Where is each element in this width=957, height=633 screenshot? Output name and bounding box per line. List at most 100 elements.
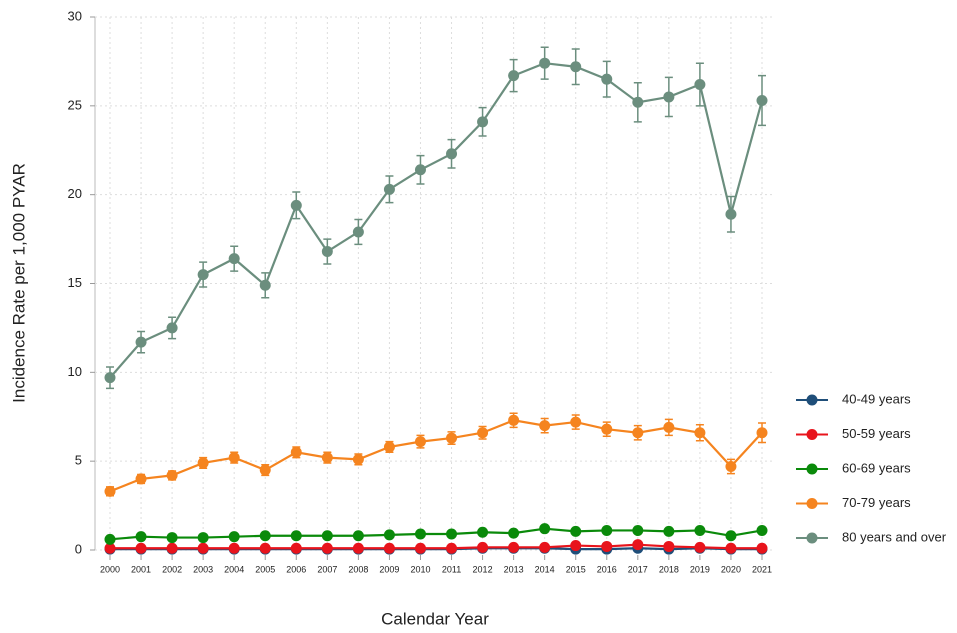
- data-point: [414, 436, 426, 448]
- data-point: [601, 423, 613, 435]
- x-tick-label: 2003: [193, 564, 213, 574]
- data-point: [321, 530, 333, 542]
- data-point: [197, 457, 209, 469]
- data-point: [383, 529, 395, 541]
- data-point: [756, 524, 768, 536]
- data-point: [694, 79, 706, 91]
- data-point: [259, 542, 271, 554]
- legend-label: 80 years and over: [842, 529, 947, 544]
- data-point: [725, 208, 737, 220]
- data-point: [259, 464, 271, 476]
- legend-label: 40-49 years: [842, 391, 911, 406]
- x-tick-label: 2021: [752, 564, 772, 574]
- x-tick-label: 2016: [597, 564, 617, 574]
- data-point: [539, 523, 551, 535]
- data-point: [508, 414, 520, 426]
- x-tick-label: 2007: [317, 564, 337, 574]
- x-tick-label: 2001: [131, 564, 151, 574]
- data-point: [694, 524, 706, 536]
- y-axis-title: Incidence Rate per 1,000 PYAR: [9, 163, 28, 403]
- data-point: [135, 336, 147, 348]
- y-tick-label: 10: [68, 364, 82, 379]
- data-point: [632, 524, 644, 536]
- x-axis-title: Calendar Year: [381, 609, 489, 628]
- data-point: [383, 542, 395, 554]
- series-line: [109, 62, 764, 379]
- data-point: [352, 226, 364, 238]
- legend-marker: [806, 498, 818, 509]
- data-point: [570, 416, 582, 428]
- data-point: [290, 530, 302, 542]
- data-point: [197, 542, 209, 554]
- x-tick-label: 2012: [473, 564, 493, 574]
- data-point: [197, 532, 209, 544]
- data-point: [197, 269, 209, 281]
- y-tick-label: 30: [68, 8, 82, 23]
- data-point: [539, 57, 551, 69]
- data-point: [756, 427, 768, 439]
- data-point: [446, 542, 458, 554]
- data-point: [104, 542, 116, 554]
- data-point: [601, 540, 613, 552]
- y-tick-label: 20: [68, 186, 82, 201]
- data-point: [663, 91, 675, 103]
- data-point: [135, 531, 147, 543]
- data-point: [135, 473, 147, 485]
- data-point: [477, 526, 489, 538]
- y-tick-label: 5: [75, 453, 82, 468]
- data-point: [321, 452, 333, 464]
- data-point: [632, 427, 644, 439]
- data-point: [477, 116, 489, 128]
- data-point: [414, 542, 426, 554]
- data-point: [725, 542, 737, 554]
- data-point: [663, 540, 675, 552]
- data-point: [539, 420, 551, 432]
- data-point: [508, 70, 520, 82]
- data-point: [290, 542, 302, 554]
- data-point: [290, 199, 302, 211]
- data-point: [104, 485, 116, 497]
- data-point: [694, 427, 706, 439]
- x-tick-label: 2017: [628, 564, 648, 574]
- x-tick-label: 2015: [566, 564, 586, 574]
- x-tick-label: 2000: [100, 564, 120, 574]
- data-point: [632, 96, 644, 108]
- data-point: [414, 164, 426, 176]
- legend-label: 60-69 years: [842, 460, 911, 475]
- x-tick-label: 2009: [379, 564, 399, 574]
- data-point: [228, 253, 240, 265]
- legend-marker: [806, 394, 818, 406]
- data-point: [508, 541, 520, 553]
- data-point: [321, 246, 333, 258]
- data-point: [259, 530, 271, 542]
- data-point: [756, 95, 768, 107]
- data-point: [539, 541, 551, 553]
- data-point: [166, 532, 178, 544]
- x-tick-label: 2020: [721, 564, 741, 574]
- data-point: [570, 61, 582, 73]
- data-point: [259, 279, 271, 291]
- data-point: [663, 421, 675, 433]
- data-point: [477, 541, 489, 553]
- x-tick-label: 2008: [348, 564, 368, 574]
- data-point: [446, 528, 458, 540]
- data-point: [290, 446, 302, 458]
- y-tick-label: 0: [75, 541, 82, 556]
- x-tick-label: 2006: [286, 564, 306, 574]
- legend-marker: [806, 429, 818, 440]
- data-point: [446, 148, 458, 160]
- data-point: [228, 452, 240, 464]
- x-tick-label: 2004: [224, 564, 244, 574]
- data-point: [570, 540, 582, 552]
- data-point: [228, 531, 240, 543]
- data-point: [570, 525, 582, 537]
- data-point: [352, 542, 364, 554]
- data-point: [725, 530, 737, 542]
- data-point: [508, 527, 520, 539]
- x-tick-label: 2018: [659, 564, 679, 574]
- data-point: [166, 542, 178, 554]
- data-point: [725, 460, 737, 472]
- x-tick-label: 2010: [410, 564, 430, 574]
- data-point: [414, 528, 426, 540]
